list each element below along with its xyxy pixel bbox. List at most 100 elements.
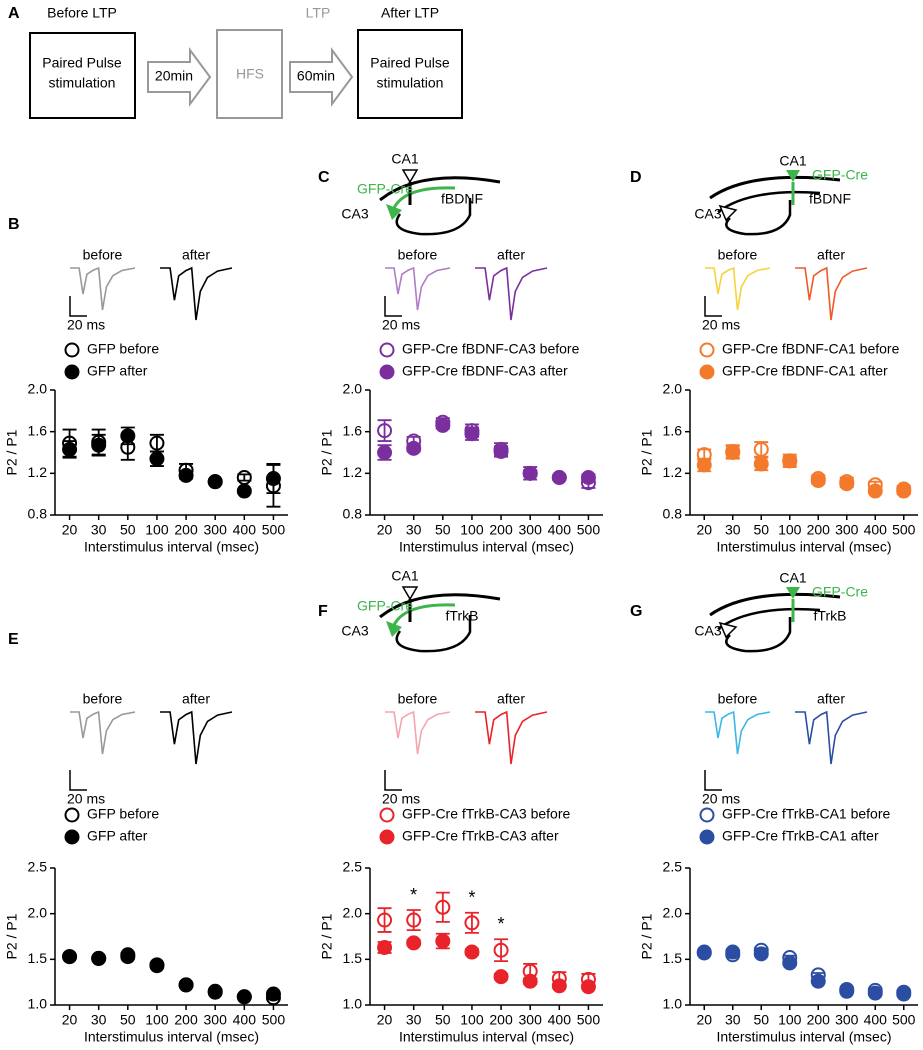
data-point (696, 944, 712, 960)
legend-marker (699, 807, 715, 823)
x-tick-label: 30 (725, 522, 741, 538)
x-axis-title: Interstimulus interval (msec) (716, 539, 891, 555)
x-tick-label: 400 (548, 522, 572, 538)
scale-label: 20 ms (382, 317, 420, 333)
y-tick-label: 1.5 (343, 950, 363, 966)
data-point (896, 986, 912, 1002)
x-tick-label: 50 (120, 1012, 136, 1028)
x-tick-label: 200 (174, 522, 198, 538)
x-axis-title: Interstimulus interval (msec) (716, 1029, 891, 1045)
error-bar (782, 954, 797, 961)
schematic-cell (718, 204, 738, 222)
schematic-label: GFP-Cre (357, 598, 413, 614)
x-axis-title: Interstimulus interval (msec) (399, 539, 574, 555)
scale-label: 20 ms (67, 791, 105, 807)
data-point (522, 963, 538, 979)
data-point (377, 423, 393, 439)
trace-label: before (398, 247, 438, 263)
error-bar (237, 473, 252, 482)
data-point (782, 453, 798, 469)
legend-marker (64, 342, 80, 358)
data-point (551, 470, 567, 485)
data-point (753, 441, 769, 457)
panel-label: C (318, 169, 330, 186)
data-point (782, 950, 798, 966)
panel-label: E (8, 631, 19, 648)
data-point (236, 470, 252, 485)
x-tick-label: 100 (460, 1012, 484, 1028)
legend-marker (64, 364, 80, 380)
schematic-label: CA1 (391, 568, 418, 584)
schematic-cell (386, 621, 402, 637)
trace-label: after (817, 247, 845, 263)
schematic-line (395, 615, 472, 653)
x-tick-label: 300 (204, 522, 228, 538)
y-tick-label: 0.8 (28, 506, 48, 522)
error-bar (725, 952, 740, 958)
error-bar (237, 994, 252, 1000)
schematic-line (725, 617, 792, 653)
y-tick-label: 2.5 (663, 859, 683, 875)
x-tick-label: 100 (778, 1012, 802, 1028)
scale-label: 20 ms (67, 317, 105, 333)
arrow-label: 20min (155, 68, 193, 84)
box (216, 29, 283, 119)
y-axis-title: P2 / P1 (639, 429, 655, 475)
y-tick-label: 1.2 (343, 464, 363, 480)
schematic-line (395, 198, 472, 236)
legend-label: GFP-Cre fTrkB-CA1 after (722, 828, 879, 844)
x-tick-label: 20 (696, 1012, 712, 1028)
heading: LTP (306, 5, 331, 21)
scale-bar (384, 770, 402, 791)
x-tick-label: 500 (577, 1012, 601, 1028)
y-tick-label: 1.6 (343, 422, 363, 438)
error-bar (120, 433, 135, 461)
legend-label: GFP before (87, 806, 159, 822)
data-point (91, 950, 107, 966)
trace-label: after (497, 247, 525, 263)
schematic-line (392, 186, 456, 209)
data-point (867, 982, 883, 998)
data-point (867, 477, 883, 493)
x-tick-label: 300 (519, 1012, 543, 1028)
legend-marker (64, 807, 80, 823)
data-point (91, 434, 107, 450)
x-tick-label: 20 (62, 1012, 78, 1028)
x-tick-label: 50 (753, 1012, 769, 1028)
data-point (493, 942, 509, 958)
x-tick-label: 20 (696, 522, 712, 538)
data-point (435, 899, 451, 915)
annotation: * (498, 914, 505, 934)
data-point (810, 471, 826, 487)
arrow (147, 46, 212, 108)
y-tick-label: 1.6 (663, 422, 683, 438)
x-tick-label: 500 (577, 522, 601, 538)
x-tick-label: 300 (204, 1012, 228, 1028)
x-tick-label: 400 (864, 1012, 888, 1028)
x-tick-label: 200 (807, 522, 831, 538)
y-tick-label: 1.5 (663, 950, 683, 966)
error-bar (91, 955, 106, 962)
data-point (435, 414, 451, 430)
x-tick-label: 400 (864, 522, 888, 538)
data-point (493, 441, 509, 457)
annotation: * (468, 888, 475, 908)
scale-label: 20 ms (702, 317, 740, 333)
x-tick-label: 100 (460, 522, 484, 538)
error-bar (754, 947, 769, 953)
x-tick-label: 200 (489, 522, 513, 538)
error-bar (839, 986, 854, 993)
y-tick-label: 1.0 (663, 996, 683, 1012)
schematic-label: CA3 (694, 206, 721, 222)
trace (705, 266, 771, 311)
x-tick-label: 30 (406, 522, 422, 538)
data-point (810, 967, 826, 983)
data-point (178, 977, 194, 993)
x-tick-label: 30 (406, 1012, 422, 1028)
box-text: stimulation (49, 75, 116, 91)
schematic-label: GFP-Cre (812, 167, 868, 183)
x-tick-label: 500 (262, 1012, 286, 1028)
x-tick-label: 500 (892, 1012, 916, 1028)
x-tick-label: 200 (489, 1012, 513, 1028)
